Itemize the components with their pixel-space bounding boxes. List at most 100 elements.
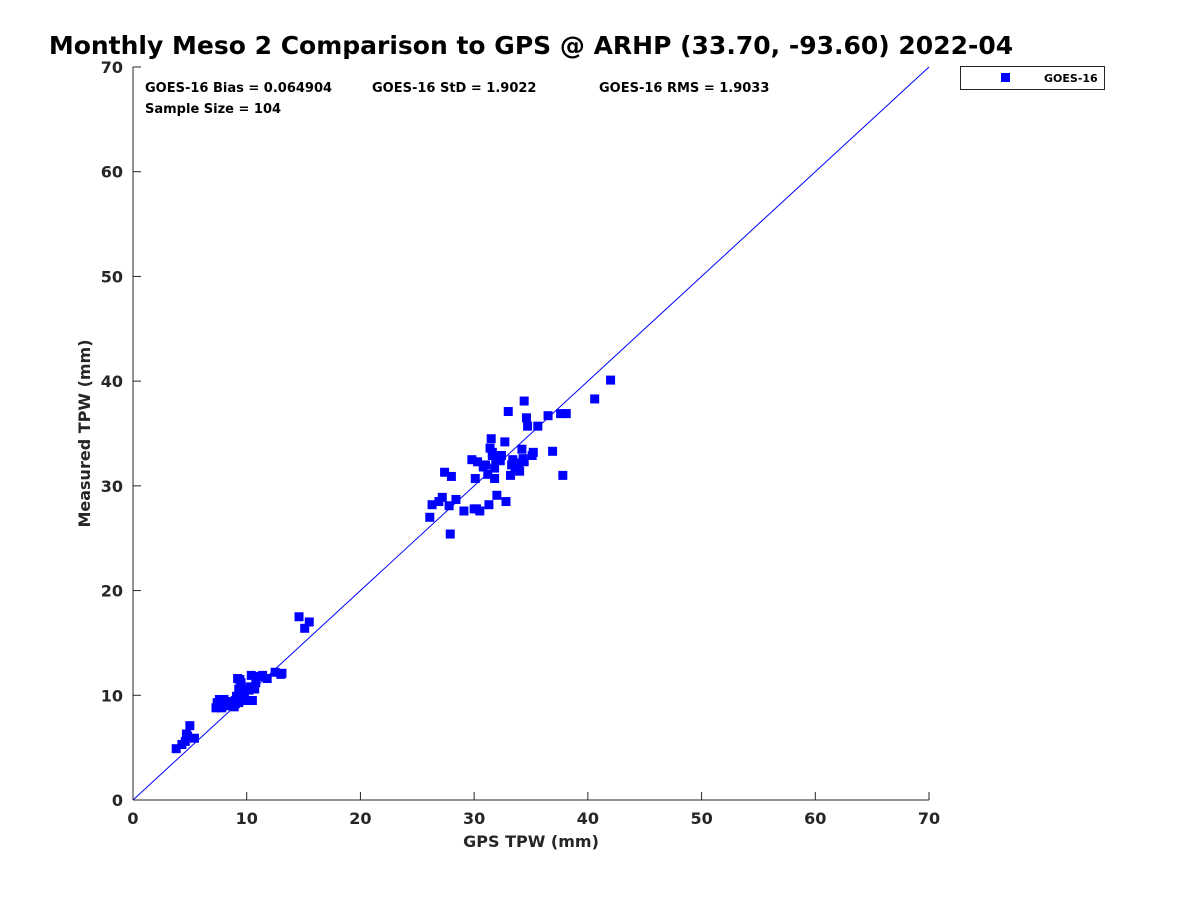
data-point	[590, 394, 600, 404]
data-points	[171, 375, 616, 754]
x-tick-label: 50	[690, 809, 712, 828]
plot-area	[132, 66, 930, 801]
bias-annotation: GOES-16 Bias = 0.064904	[145, 81, 332, 96]
data-point	[470, 474, 480, 484]
y-tick-label: 50	[101, 267, 123, 286]
x-tick-label: 10	[236, 809, 258, 828]
data-point	[483, 469, 493, 479]
data-point	[242, 696, 252, 706]
data-point	[270, 667, 280, 677]
legend-box	[960, 66, 1105, 90]
chart-title: Monthly Meso 2 Comparison to GPS @ ARHP …	[49, 31, 1013, 60]
y-tick-label: 0	[112, 791, 123, 810]
y-axis-ticks: 0 10 20 30 40 50 60 70	[101, 58, 141, 810]
data-point	[487, 450, 497, 460]
data-point	[231, 691, 241, 701]
data-point	[484, 500, 494, 510]
data-point	[437, 492, 447, 502]
x-tick-label: 0	[127, 809, 138, 828]
data-point	[445, 529, 455, 539]
std-annotation: GOES-16 StD = 1.9022	[372, 81, 536, 96]
data-point	[251, 678, 261, 688]
data-point	[471, 504, 481, 514]
legend-label-goes-16: GOES-16	[1044, 72, 1098, 85]
data-point	[490, 463, 500, 473]
data-point	[503, 407, 513, 417]
x-axis-ticks: 0 10 20 30 40 50 60 70	[127, 792, 940, 828]
y-tick-label: 20	[101, 582, 123, 601]
data-point	[304, 617, 314, 627]
y-tick-label: 30	[101, 477, 123, 496]
data-point	[185, 721, 195, 731]
data-point	[521, 413, 531, 423]
data-point	[517, 444, 527, 454]
data-point	[490, 474, 500, 484]
data-point	[459, 506, 469, 516]
data-point	[250, 684, 260, 694]
data-point	[548, 446, 558, 456]
data-point	[219, 694, 229, 704]
data-point	[183, 731, 193, 741]
data-point	[481, 460, 491, 470]
data-point	[246, 670, 256, 680]
data-point	[501, 497, 511, 507]
data-point	[300, 623, 310, 633]
legend-marker-square-icon	[1001, 73, 1010, 82]
x-tick-label: 30	[463, 809, 485, 828]
data-point	[258, 670, 268, 680]
data-point	[444, 501, 454, 511]
data-point	[236, 678, 246, 688]
data-point	[425, 512, 435, 522]
data-point	[558, 470, 568, 480]
data-point	[507, 460, 517, 470]
y-tick-label: 60	[101, 163, 123, 182]
data-point	[427, 500, 437, 510]
y-tick-label: 70	[101, 58, 123, 77]
data-point	[506, 470, 516, 480]
data-point	[500, 437, 510, 447]
x-tick-label: 60	[804, 809, 826, 828]
data-point	[473, 457, 483, 467]
y-axis-label: Measured TPW (mm)	[75, 339, 94, 527]
legend: GOES-16	[960, 66, 1105, 90]
data-point	[523, 421, 533, 431]
data-point	[276, 669, 286, 679]
data-point	[451, 494, 461, 504]
data-point	[189, 733, 199, 743]
data-point	[440, 467, 450, 477]
x-tick-label: 40	[577, 809, 599, 828]
data-point	[519, 396, 529, 406]
data-point	[556, 409, 566, 419]
data-point	[561, 409, 571, 419]
data-point	[262, 674, 272, 684]
data-point	[253, 671, 263, 681]
data-point	[171, 744, 181, 754]
y-tick-label: 40	[101, 372, 123, 391]
data-point	[485, 443, 495, 453]
data-point	[217, 703, 227, 713]
x-tick-label: 70	[918, 809, 940, 828]
data-point	[245, 682, 255, 692]
sample-size-annotation: Sample Size = 104	[145, 102, 281, 117]
data-point	[237, 685, 247, 695]
x-axis-label: GPS TPW (mm)	[463, 832, 599, 851]
rms-annotation: GOES-16 RMS = 1.9033	[599, 81, 769, 96]
data-point	[495, 456, 505, 466]
data-point	[533, 421, 543, 431]
stats-annotations: GOES-16 Bias = 0.064904 GOES-16 StD = 1.…	[145, 81, 769, 117]
x-tick-label: 20	[349, 809, 371, 828]
data-point	[247, 696, 257, 706]
y-tick-label: 10	[101, 686, 123, 705]
data-point	[446, 471, 456, 481]
data-point	[515, 466, 525, 476]
data-point	[528, 447, 538, 457]
data-point	[513, 459, 523, 469]
data-point	[467, 455, 477, 465]
data-point	[519, 457, 529, 467]
data-point	[543, 411, 553, 421]
data-point	[606, 375, 616, 385]
data-point	[496, 450, 506, 460]
data-point	[492, 490, 502, 500]
data-point	[211, 703, 221, 713]
